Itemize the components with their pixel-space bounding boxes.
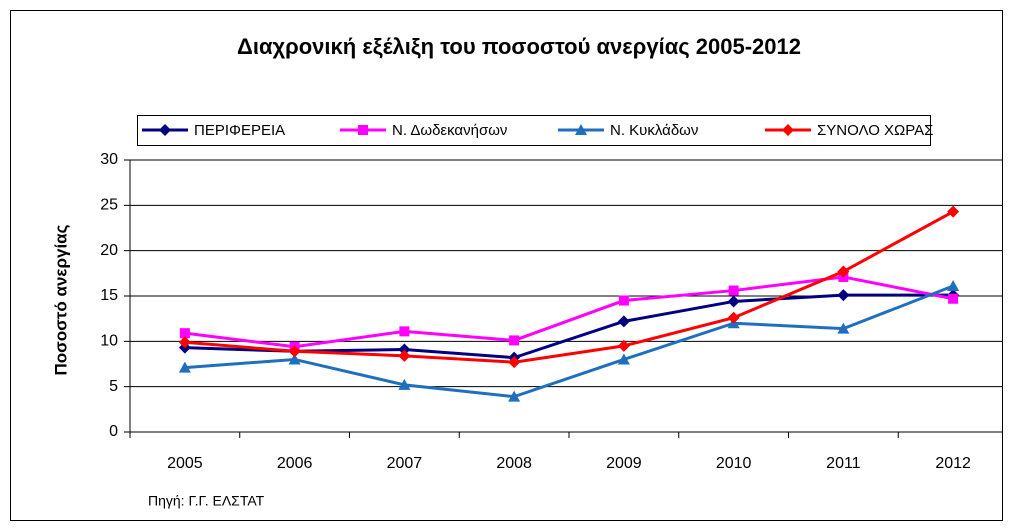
x-tick-label: 2005: [167, 455, 203, 472]
marker: [398, 343, 411, 356]
x-tick-label: 2008: [496, 455, 532, 472]
marker: [399, 326, 410, 337]
y-axis-label: Ποσοστό ανεργίας: [51, 224, 70, 375]
legend-label: Ν. Κυκλάδων: [610, 122, 698, 139]
marker: [398, 378, 411, 390]
marker: [837, 322, 850, 334]
marker: [178, 361, 191, 373]
marker: [575, 124, 587, 135]
y-tick-label: 5: [109, 378, 118, 395]
marker: [728, 285, 739, 296]
y-tick-label: 10: [100, 333, 118, 350]
source-note: Πηγή: Γ.Γ. ΕΛΣΤΑΤ: [148, 493, 265, 509]
x-tick-label: 2012: [935, 455, 971, 472]
y-tick-label: 25: [100, 197, 118, 214]
marker: [508, 356, 521, 369]
marker: [727, 311, 740, 324]
series-line: [184, 210, 954, 364]
x-tick-label: 2010: [716, 455, 752, 472]
marker: [398, 349, 411, 362]
marker: [508, 390, 521, 402]
marker: [159, 124, 171, 136]
marker: [617, 353, 630, 365]
y-label-group: Ποσοστό ανεργίας: [51, 224, 70, 375]
marker: [837, 289, 850, 302]
marker: [178, 336, 191, 349]
y-tick-label: 0: [109, 423, 118, 440]
x-tick-label: 2009: [606, 455, 642, 472]
marker: [288, 353, 301, 365]
marker: [727, 295, 740, 308]
plot-area: [130, 159, 1003, 433]
marker: [947, 205, 960, 218]
y-tick-label: 20: [100, 242, 118, 259]
marker: [617, 339, 630, 352]
marker: [509, 335, 520, 346]
chart-title: Διαχρονική εξέλιξη του ποσοστού ανεργίας…: [237, 34, 801, 59]
marker: [947, 280, 960, 292]
marker: [837, 265, 850, 278]
chart-border: [10, 10, 1003, 521]
y-tick-label: 30: [100, 151, 118, 168]
x-tick-label: 2007: [387, 455, 423, 472]
y-tick-label: 15: [100, 287, 118, 304]
x-tick-label: 2011: [826, 455, 861, 472]
marker: [782, 124, 794, 136]
marker: [179, 328, 190, 339]
marker: [618, 295, 629, 306]
legend-label: ΣΥΝΟΛΟ ΧΩΡΑΣ: [817, 122, 933, 139]
marker: [358, 125, 368, 135]
marker: [288, 345, 301, 358]
legend-label: ΠΕΡΙΦΕΡΕΙΑ: [194, 122, 285, 139]
legend-label: Ν. Δωδεκανήσων: [392, 122, 507, 139]
marker: [617, 315, 630, 328]
x-tick-label: 2006: [277, 455, 313, 472]
series-line: [184, 284, 954, 399]
marker: [948, 293, 959, 304]
